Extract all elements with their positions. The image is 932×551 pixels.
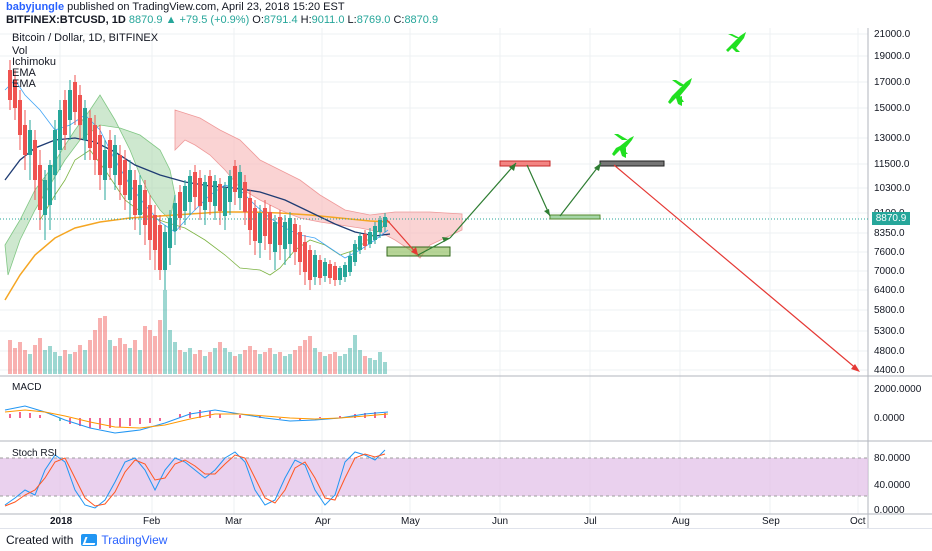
stoch-tick: 80.0000 [874, 453, 911, 464]
time-tick: Apr [315, 516, 331, 527]
time-tick: 2018 [50, 516, 73, 527]
candlesticks[interactable] [8, 60, 387, 290]
time-tick: May [401, 516, 420, 527]
stoch-label: Stoch RSI [12, 448, 57, 459]
stoch-band [0, 458, 868, 496]
rocket-icon [726, 32, 746, 52]
legend-item-ichimoku[interactable]: Ichimoku [12, 56, 57, 68]
stoch-d-line [4, 453, 386, 507]
chart-canvas[interactable]: 21000.0 19000.0 17000.0 15000.0 13000.0 … [0, 0, 932, 528]
price-tick: 4400.0 [874, 365, 905, 376]
current-price-tag: 8870.9 [872, 212, 910, 225]
arrow-up-2 [449, 162, 517, 239]
price-tick: 7600.0 [874, 247, 905, 258]
volume-bars [8, 290, 387, 374]
tradingview-icon [81, 534, 98, 546]
rocket-icon [668, 78, 692, 106]
low-label: L: [347, 14, 357, 26]
low-value: 8769.0 [356, 14, 391, 26]
time-tick: Aug [672, 516, 690, 527]
price-tick: 19000.0 [874, 51, 911, 62]
close-value: 8870.9 [404, 14, 439, 26]
macd-axis[interactable]: 2000.0000 0.0000 [874, 384, 922, 424]
stoch-k-line [4, 449, 386, 509]
price-change: +79.5 (+0.9%) [179, 14, 250, 26]
time-tick: Oct [850, 516, 866, 527]
tradingview-brand: TradingView [101, 533, 168, 547]
high-label: H: [300, 14, 312, 26]
chart-legend-title[interactable]: Bitcoin / Dollar, 1D, BITFINEX [12, 32, 159, 44]
legend-item-ema-2[interactable]: EMA [12, 78, 36, 90]
price-tick: 5800.0 [874, 305, 905, 316]
price-tick: 17000.0 [874, 77, 911, 88]
last-price: 8870.9 [128, 14, 163, 26]
time-tick: Jul [584, 516, 597, 527]
arrow-down-final [613, 164, 859, 371]
price-tick: 13000.0 [874, 133, 911, 144]
arrow-down-1 [386, 219, 419, 256]
stoch-tick: 0.0000 [874, 505, 905, 516]
ichimoku-conversion-line [4, 79, 389, 259]
arrow-down-2 [526, 164, 551, 217]
price-tick: 5300.0 [874, 326, 905, 337]
time-tick: Mar [225, 516, 243, 527]
resistance-box-grey [599, 160, 665, 167]
price-tick: 21000.0 [874, 29, 911, 40]
published-text: published on TradingView.com, April 23, … [67, 1, 345, 13]
macd-histogram [9, 410, 386, 429]
price-tick: 15000.0 [874, 103, 911, 114]
symbol-name[interactable]: BITFINEX:BTCUSD, 1D [6, 14, 126, 26]
symbol-line: BITFINEX:BTCUSD, 1D 8870.9 ▲ +79.5 (+0.9… [6, 14, 438, 26]
author-link[interactable]: babyjungle [6, 1, 65, 13]
price-tick: 6400.0 [874, 285, 905, 296]
price-tick: 10300.0 [874, 183, 911, 194]
tradingview-logo[interactable]: TradingView [81, 533, 167, 547]
arrow-up-3 [559, 162, 602, 217]
time-axis[interactable]: 2018 Feb Mar Apr May Jun Jul Aug Sep Oct [50, 516, 866, 527]
support-box-1 [386, 246, 451, 257]
stoch-axis[interactable]: 80.0000 40.0000 0.0000 [874, 453, 911, 516]
macd-label: MACD [12, 382, 41, 393]
time-tick: Sep [762, 516, 780, 527]
legend-item-vol[interactable]: Vol [12, 45, 28, 57]
open-label: O: [252, 14, 264, 26]
price-tick: 4800.0 [874, 346, 905, 357]
price-axis[interactable]: 21000.0 19000.0 17000.0 15000.0 13000.0 … [874, 29, 911, 376]
time-tick: Feb [143, 516, 161, 527]
macd-tick: 2000.0000 [874, 384, 922, 395]
ema-orange-line [4, 211, 391, 301]
macd-signal-line [4, 409, 389, 429]
time-tick: Jun [492, 516, 508, 527]
open-value: 8791.4 [263, 14, 298, 26]
price-tick: 11500.0 [874, 159, 910, 170]
footer-bar: Created with TradingView [0, 528, 932, 551]
created-with-text: Created with [6, 533, 74, 547]
legend-item-ema[interactable]: EMA [12, 67, 36, 79]
high-value: 9011.0 [311, 14, 345, 26]
stoch-tick: 40.0000 [874, 480, 911, 491]
support-box-2 [549, 214, 601, 220]
macd-line [4, 405, 389, 434]
projection-drawings[interactable] [386, 160, 860, 372]
publish-line: babyjungle published on TradingView.com,… [6, 1, 345, 13]
price-tick: 7000.0 [874, 266, 905, 277]
price-tick: 8350.0 [874, 228, 905, 239]
rocket-icon [612, 134, 634, 158]
resistance-box-red [499, 160, 551, 167]
close-label: C: [393, 14, 405, 26]
up-triangle-icon: ▲ [165, 14, 177, 26]
macd-tick: 0.0000 [874, 413, 905, 424]
